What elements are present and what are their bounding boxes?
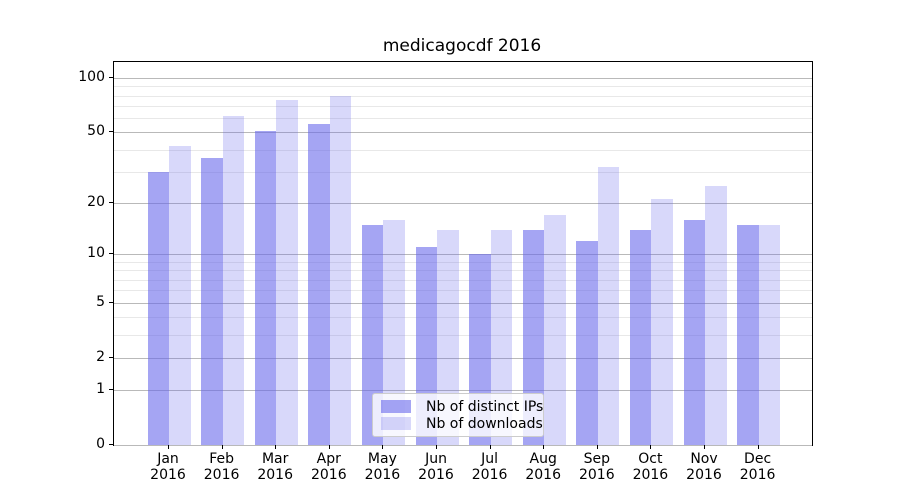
- x-tick-mark-jul: [489, 445, 491, 449]
- y-tick-label-0: 0: [96, 436, 105, 452]
- y-tick-mark-50: [109, 131, 113, 133]
- bar-distinct-ips-apr: [308, 123, 330, 445]
- minor-gridline-40: [114, 149, 812, 151]
- major-gridline-20: [114, 202, 812, 204]
- y-tick-label-1: 1: [96, 380, 105, 397]
- bar-downloads-mar: [276, 99, 298, 445]
- y-tick-label-10: 10: [87, 245, 105, 262]
- y-tick-mark-20: [109, 201, 113, 203]
- bar-downloads-jul: [490, 229, 513, 445]
- minor-gridline-3: [114, 334, 812, 336]
- bar-downloads-jun: [437, 229, 459, 445]
- bar-distinct-ips-jan: [147, 171, 169, 445]
- y-tick-label-5: 5: [96, 293, 105, 310]
- legend-swatch-downloads: [381, 417, 411, 430]
- minor-gridline-90: [114, 86, 812, 88]
- x-tick-label-nov: Nov 2016: [686, 451, 722, 483]
- minor-gridline-9: [114, 261, 812, 263]
- y-tick-mark-2: [109, 356, 113, 358]
- x-tick-mark-may: [382, 445, 384, 449]
- bar-distinct-ips-dec: [737, 224, 759, 445]
- x-tick-mark-jan: [168, 445, 169, 449]
- minor-gridline-60: [114, 118, 812, 120]
- bar-distinct-ips-nov: [683, 219, 705, 445]
- minor-gridline-6: [114, 290, 812, 292]
- minor-gridline-80: [114, 95, 812, 97]
- bar-downloads-oct: [651, 199, 673, 445]
- minor-gridline-7: [114, 279, 812, 281]
- major-gridline-0: [114, 445, 812, 446]
- x-tick-label-dec: Dec 2016: [739, 451, 776, 483]
- major-gridline-1: [114, 389, 812, 391]
- x-tick-label-oct: Oct 2016: [632, 451, 669, 483]
- y-tick-mark-5: [109, 301, 113, 303]
- bar-distinct-ips-may: [361, 224, 384, 445]
- x-tick-label-sep: Sep 2016: [578, 451, 615, 483]
- bar-downloads-jan: [169, 145, 191, 445]
- x-tick-label-jan: Jan 2016: [150, 451, 186, 483]
- y-tick-label-100: 100: [78, 69, 105, 85]
- bar-distinct-ips-oct: [629, 229, 652, 445]
- plot-area: [113, 61, 813, 446]
- bar-distinct-ips-feb: [201, 157, 223, 445]
- x-tick-mark-mar: [275, 445, 277, 449]
- legend: Nb of distinct IPs Nb of downloads: [372, 393, 544, 437]
- minor-gridline-8: [114, 270, 812, 272]
- x-tick-label-may: May 2016: [364, 451, 401, 483]
- x-tick-mark-jun: [436, 445, 437, 449]
- major-gridline-10: [114, 254, 812, 256]
- x-tick-mark-sep: [596, 445, 598, 449]
- bar-downloads-sep: [597, 166, 620, 445]
- x-tick-label-jun: Jun 2016: [418, 451, 454, 483]
- x-tick-mark-dec: [757, 445, 759, 449]
- major-gridline-5: [114, 302, 812, 304]
- legend-row-1: Nb of downloads: [381, 416, 543, 432]
- x-tick-label-feb: Feb 2016: [203, 451, 240, 483]
- major-gridline-2: [114, 357, 812, 359]
- y-tick-mark-1: [109, 388, 113, 390]
- bar-downloads-may: [383, 219, 405, 445]
- legend-row-0: Nb of distinct IPs: [381, 399, 543, 415]
- x-tick-mark-oct: [650, 445, 652, 449]
- legend-swatch-distinct-ips: [381, 400, 411, 413]
- major-gridline-50: [114, 132, 812, 134]
- bar-downloads-aug: [544, 215, 566, 445]
- y-tick-mark-100: [109, 77, 113, 78]
- bar-distinct-ips-mar: [254, 130, 277, 445]
- y-tick-label-2: 2: [96, 348, 105, 365]
- x-tick-mark-feb: [221, 445, 223, 449]
- y-tick-mark-0: [109, 444, 113, 445]
- x-tick-label-mar: Mar 2016: [257, 451, 293, 483]
- legend-label-0: Nb of distinct IPs: [426, 398, 544, 415]
- bar-downloads-apr: [329, 95, 352, 445]
- chart-title: medicagocdf 2016: [382, 36, 542, 56]
- y-tick-label-50: 50: [87, 123, 105, 140]
- minor-gridline-4: [114, 317, 812, 318]
- x-tick-mark-apr: [328, 445, 330, 449]
- y-tick-label-20: 20: [87, 193, 105, 210]
- bar-distinct-ips-aug: [522, 229, 545, 445]
- minor-gridline-30: [114, 171, 812, 173]
- x-tick-label-aug: Aug 2016: [525, 451, 561, 483]
- x-tick-label-jul: Jul 2016: [471, 451, 508, 483]
- y-tick-mark-10: [109, 253, 113, 255]
- bar-downloads-nov: [705, 185, 727, 445]
- bar-distinct-ips-sep: [576, 241, 598, 445]
- major-gridline-100: [114, 78, 812, 79]
- legend-label-1: Nb of downloads: [426, 415, 543, 432]
- bar-downloads-dec: [758, 224, 781, 445]
- x-tick-mark-nov: [704, 445, 705, 449]
- x-tick-mark-aug: [543, 445, 545, 449]
- bar-downloads-feb: [222, 115, 245, 445]
- x-tick-label-apr: Apr 2016: [310, 451, 347, 483]
- minor-gridline-70: [114, 106, 812, 107]
